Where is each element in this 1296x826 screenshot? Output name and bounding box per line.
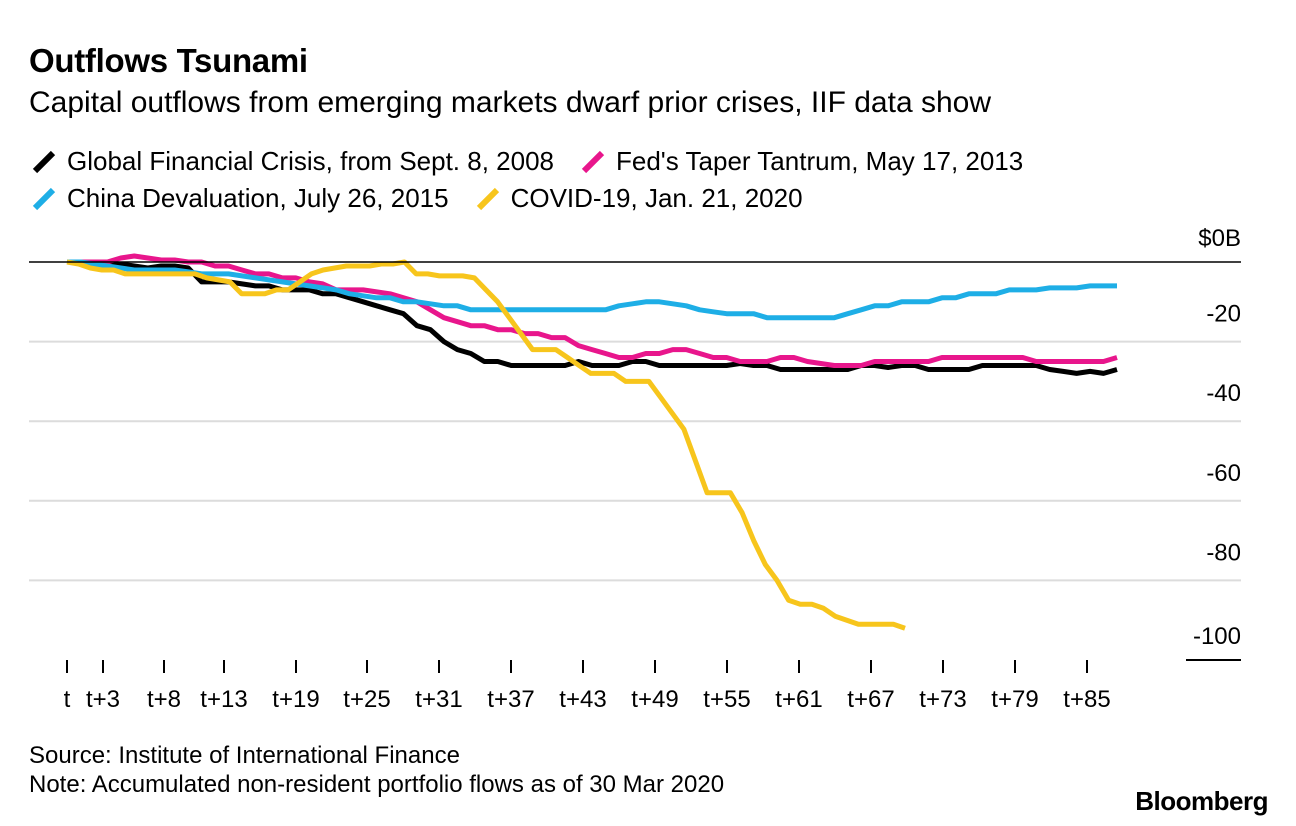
- xtick-label: t+49: [631, 686, 678, 713]
- legend-swatch-taper: [581, 150, 605, 173]
- xtick-label: t+31: [415, 686, 462, 713]
- axes: $0B -20 -40 -60 -80 -100 t t+3 t+8 t+13 t+19 t+25 t+…: [29, 225, 1241, 713]
- legend-label-gfc: Global Financial Crisis, from Sept. 8, 2…: [67, 146, 554, 176]
- xtick-label: t+61: [775, 686, 822, 713]
- xtick-label: t+8: [147, 686, 181, 713]
- xtick-label: t+3: [86, 686, 120, 713]
- ytick-label: -80: [1206, 539, 1241, 566]
- xtick-label: t+79: [991, 686, 1038, 713]
- legend-label-china: China Devaluation, July 26, 2015: [67, 183, 449, 213]
- legend-row-2: China Devaluation, July 26, 2015 COVID-1…: [31, 183, 829, 214]
- series-line-gfc: [67, 259, 1118, 376]
- legend-swatch-china: [32, 187, 56, 210]
- xtick-label: t+73: [919, 686, 966, 713]
- series-line-china: [67, 259, 1117, 321]
- legend-swatch-covid: [476, 187, 499, 210]
- legend-swatch-gfc: [32, 150, 56, 173]
- xtick-label: t+19: [272, 686, 319, 713]
- xtick-label: t+25: [343, 686, 390, 713]
- ytick-label: -40: [1206, 380, 1241, 407]
- series-line-taper: [67, 253, 1118, 368]
- legend-item-china: China Devaluation, July 26, 2015: [31, 183, 449, 214]
- legend-item-covid: COVID-19, Jan. 21, 2020: [475, 183, 803, 214]
- xtick-label: t+85: [1063, 686, 1110, 713]
- legend-item-gfc: Global Financial Crisis, from Sept. 8, 2…: [31, 146, 554, 177]
- bloomberg-logo: Bloomberg: [1135, 786, 1268, 816]
- legend-item-taper: Fed's Taper Tantrum, May 17, 2013: [580, 146, 1023, 177]
- ytick-label: -100: [1193, 623, 1241, 650]
- xtick-label: t+37: [487, 686, 534, 713]
- ytick-label: -20: [1206, 301, 1241, 328]
- xtick-label: t+13: [200, 686, 247, 713]
- source-note: Source: Institute of International Finan…: [29, 742, 460, 769]
- legend-label-covid: COVID-19, Jan. 21, 2020: [510, 183, 803, 213]
- ytick-label: -60: [1206, 460, 1241, 487]
- legend-label-taper: Fed's Taper Tantrum, May 17, 2013: [616, 146, 1024, 176]
- gridlines: [29, 340, 1241, 582]
- legend-row-1: Global Financial Crisis, from Sept. 8, 2…: [31, 146, 1049, 177]
- xtick-label: t: [64, 686, 71, 713]
- chart-title: Outflows Tsunami: [29, 42, 308, 79]
- xtick-label: t+43: [559, 686, 606, 713]
- xtick-label: t+55: [703, 686, 750, 713]
- xtick-label: t+67: [847, 686, 894, 713]
- series-lines: [66, 253, 1118, 631]
- ytick-label: $0B: [1198, 225, 1241, 252]
- chart-subtitle: Capital outflows from emerging markets d…: [29, 86, 992, 119]
- series-line-covid: [66, 259, 906, 631]
- footnote: Note: Accumulated non-resident portfolio…: [29, 771, 725, 798]
